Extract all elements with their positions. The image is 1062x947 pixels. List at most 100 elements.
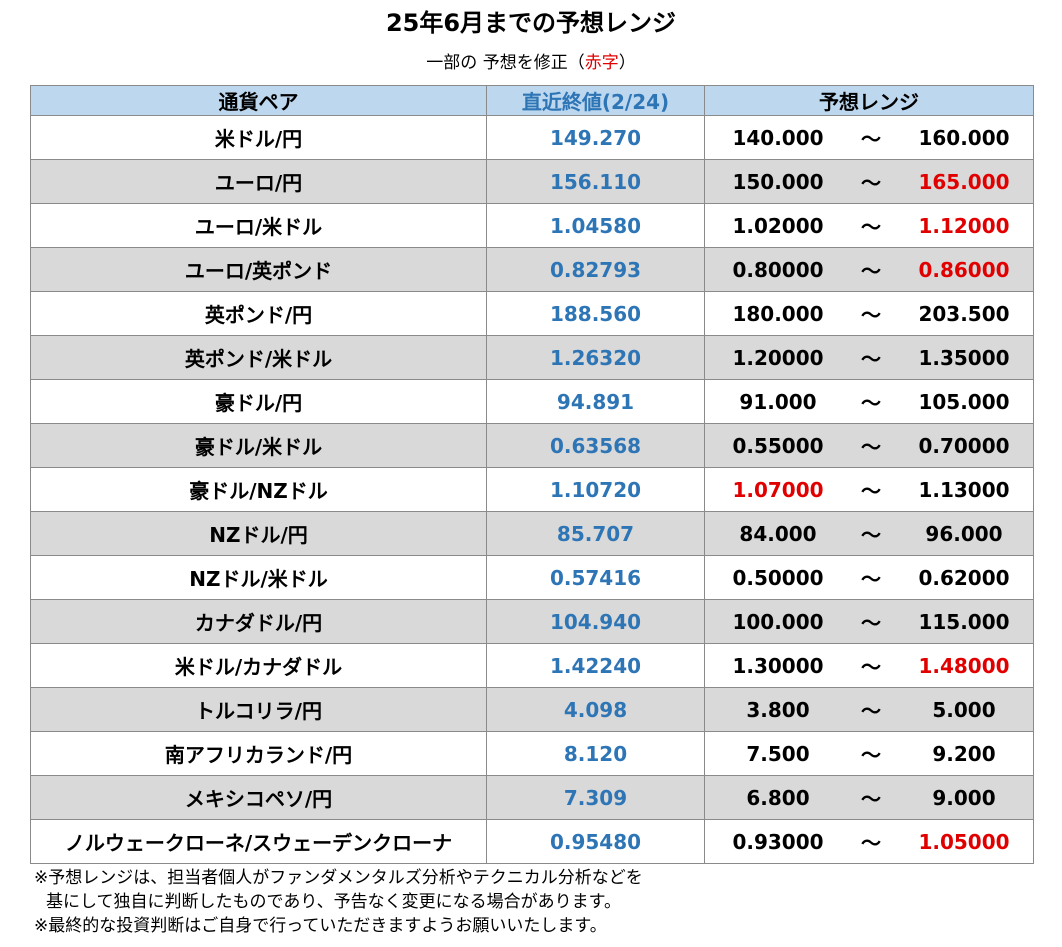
range-separator: ～ bbox=[861, 831, 881, 855]
forecast-range-cell: 0.93000 ～ 1.05000 bbox=[704, 819, 1034, 864]
latest-close-cell: 104.940 bbox=[486, 599, 705, 644]
range-low-value: 180.000 bbox=[732, 301, 824, 326]
range-high-value: 1.05000 bbox=[918, 829, 1010, 854]
range-separator: ～ bbox=[861, 523, 881, 547]
currency-pair-cell: ノルウェークローネ/スウェーデンクローナ bbox=[30, 819, 487, 864]
range-separator: ～ bbox=[861, 303, 881, 327]
range-separator: ～ bbox=[861, 787, 881, 811]
forecast-range-cell: 100.000 ～ 115.000 bbox=[704, 599, 1034, 644]
table-row: 英ポンド/米ドル 1.26320 1.20000 ～ 1.35000 bbox=[30, 335, 1034, 380]
forecast-range-cell: 180.000 ～ 203.500 bbox=[704, 291, 1034, 336]
page-title: 25年6月までの予想レンジ bbox=[385, 9, 677, 37]
range-separator: ～ bbox=[861, 611, 881, 635]
range-separator: ～ bbox=[861, 567, 881, 591]
range-high-value: 203.500 bbox=[918, 301, 1010, 326]
latest-close-cell: 0.95480 bbox=[486, 819, 705, 864]
range-high-value: 0.70000 bbox=[918, 433, 1010, 458]
range-high-value: 1.12000 bbox=[918, 213, 1010, 238]
currency-pair-cell: 英ポンド/米ドル bbox=[30, 335, 487, 380]
range-low-value: 1.20000 bbox=[732, 345, 824, 370]
range-separator: ～ bbox=[861, 743, 881, 767]
currency-pair-cell: 米ドル/カナダドル bbox=[30, 643, 487, 688]
range-low-value: 0.80000 bbox=[732, 257, 824, 282]
range-separator: ～ bbox=[861, 127, 881, 151]
header-forecast-range: 予想レンジ bbox=[704, 85, 1034, 116]
revision-note-prefix: 一部の 予想を修正（ bbox=[426, 53, 585, 73]
range-separator: ～ bbox=[861, 171, 881, 195]
range-separator: ～ bbox=[861, 435, 881, 459]
table-row: 米ドル/円 149.270 140.000 ～ 160.000 bbox=[30, 115, 1034, 160]
table-row: 豪ドル/米ドル 0.63568 0.55000 ～ 0.70000 bbox=[30, 423, 1034, 468]
table-header-row: 通貨ペア 直近終値(2/24) 予想レンジ bbox=[30, 85, 1034, 116]
disclaimer-line: ※予想レンジは、担当者個人がファンダメンタルズ分析やテクニカル分析などを bbox=[34, 868, 643, 888]
table-row: 豪ドル/円 94.891 91.000 ～ 105.000 bbox=[30, 379, 1034, 424]
range-separator: ～ bbox=[861, 655, 881, 679]
latest-close-cell: 149.270 bbox=[486, 115, 705, 160]
range-low-value: 3.800 bbox=[746, 697, 810, 722]
currency-pair-cell: 南アフリカランド/円 bbox=[30, 731, 487, 776]
range-high-value: 9.200 bbox=[932, 741, 996, 766]
forecast-range-table: 通貨ペア 直近終値(2/24) 予想レンジ 米ドル/円 149.270 140.00… bbox=[30, 85, 1034, 864]
range-high-value: 0.62000 bbox=[918, 565, 1010, 590]
latest-close-cell: 8.120 bbox=[486, 731, 705, 776]
range-low-value: 1.07000 bbox=[732, 477, 824, 502]
table-row: ユーロ/英ポンド 0.82793 0.80000 ～ 0.86000 bbox=[30, 247, 1034, 292]
forecast-range-cell: 1.02000 ～ 1.12000 bbox=[704, 203, 1034, 248]
forecast-range-cell: 84.000 ～ 96.000 bbox=[704, 511, 1034, 556]
range-low-value: 6.800 bbox=[746, 785, 810, 810]
range-high-value: 1.13000 bbox=[918, 477, 1010, 502]
latest-close-cell: 85.707 bbox=[486, 511, 705, 556]
disclaimer-line: ※最終的な投資判断はご自身で行っていただきますようお願いいたします。 bbox=[34, 916, 607, 936]
forecast-range-cell: 0.80000 ～ 0.86000 bbox=[704, 247, 1034, 292]
forecast-range-cell: 150.000 ～ 165.000 bbox=[704, 159, 1034, 204]
latest-close-cell: 156.110 bbox=[486, 159, 705, 204]
latest-close-cell: 1.26320 bbox=[486, 335, 705, 380]
forecast-range-cell: 1.07000 ～ 1.13000 bbox=[704, 467, 1034, 512]
range-low-value: 1.02000 bbox=[732, 213, 824, 238]
table-row: 英ポンド/円 188.560 180.000 ～ 203.500 bbox=[30, 291, 1034, 336]
range-separator: ～ bbox=[861, 479, 881, 503]
latest-close-cell: 0.63568 bbox=[486, 423, 705, 468]
forecast-range-cell: 140.000 ～ 160.000 bbox=[704, 115, 1034, 160]
range-low-value: 84.000 bbox=[739, 521, 817, 546]
range-high-value: 165.000 bbox=[918, 169, 1010, 194]
currency-pair-cell: ユーロ/米ドル bbox=[30, 203, 487, 248]
range-low-value: 0.55000 bbox=[732, 433, 824, 458]
latest-close-cell: 94.891 bbox=[486, 379, 705, 424]
latest-close-cell: 1.42240 bbox=[486, 643, 705, 688]
range-low-value: 91.000 bbox=[739, 389, 817, 414]
latest-close-cell: 0.57416 bbox=[486, 555, 705, 600]
latest-close-cell: 7.309 bbox=[486, 775, 705, 820]
range-low-value: 1.30000 bbox=[732, 653, 824, 678]
range-separator: ～ bbox=[861, 391, 881, 415]
range-low-value: 140.000 bbox=[732, 125, 824, 150]
forecast-range-cell: 91.000 ～ 105.000 bbox=[704, 379, 1034, 424]
table-row: カナダドル/円 104.940 100.000 ～ 115.000 bbox=[30, 599, 1034, 644]
range-low-value: 0.50000 bbox=[732, 565, 824, 590]
range-low-value: 100.000 bbox=[732, 609, 824, 634]
forecast-range-cell: 6.800 ～ 9.000 bbox=[704, 775, 1034, 820]
currency-pair-cell: 豪ドル/NZドル bbox=[30, 467, 487, 512]
currency-pair-cell: 英ポンド/円 bbox=[30, 291, 487, 336]
forecast-range-cell: 1.30000 ～ 1.48000 bbox=[704, 643, 1034, 688]
range-high-value: 0.86000 bbox=[918, 257, 1010, 282]
header-latest-close: 直近終値(2/24) bbox=[486, 85, 705, 116]
currency-pair-cell: 豪ドル/円 bbox=[30, 379, 487, 424]
range-high-value: 5.000 bbox=[932, 697, 996, 722]
currency-pair-cell: カナダドル/円 bbox=[30, 599, 487, 644]
table-row: トルコリラ/円 4.098 3.800 ～ 5.000 bbox=[30, 687, 1034, 732]
disclaimer-notes: ※予想レンジは、担当者個人がファンダメンタルズ分析やテクニカル分析などを 基にし… bbox=[34, 866, 1034, 938]
range-low-value: 7.500 bbox=[746, 741, 810, 766]
forecast-range-cell: 0.50000 ～ 0.62000 bbox=[704, 555, 1034, 600]
range-separator: ～ bbox=[861, 699, 881, 723]
table-row: 南アフリカランド/円 8.120 7.500 ～ 9.200 bbox=[30, 731, 1034, 776]
currency-pair-cell: メキシコペソ/円 bbox=[30, 775, 487, 820]
range-high-value: 1.48000 bbox=[918, 653, 1010, 678]
revision-note: 一部の 予想を修正（赤字） bbox=[0, 50, 1062, 76]
range-low-value: 0.93000 bbox=[732, 829, 824, 854]
latest-close-cell: 1.04580 bbox=[486, 203, 705, 248]
range-high-value: 160.000 bbox=[918, 125, 1010, 150]
revision-note-highlight: 赤字 bbox=[584, 53, 619, 73]
revision-note-suffix: ） bbox=[618, 53, 636, 73]
currency-pair-cell: トルコリラ/円 bbox=[30, 687, 487, 732]
